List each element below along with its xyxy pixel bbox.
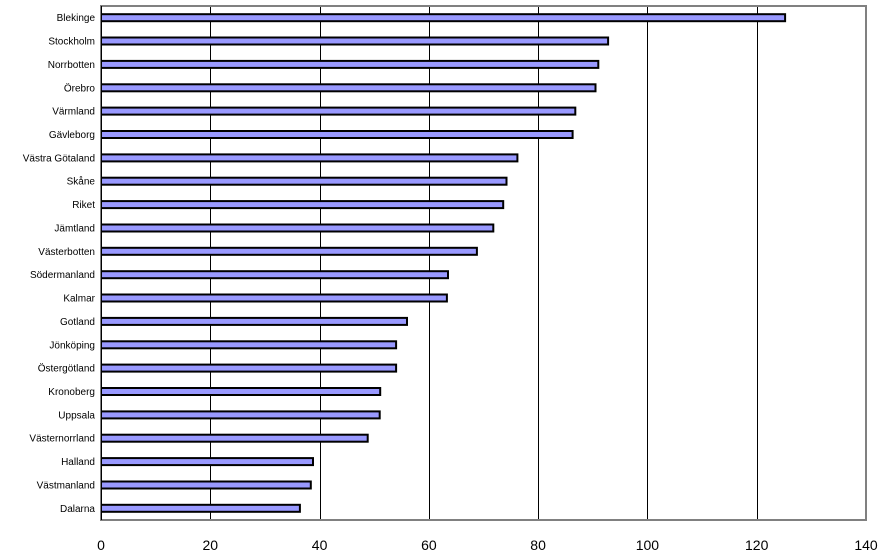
bar	[100, 59, 600, 69]
bar	[100, 316, 408, 326]
category-label: Kronoberg	[48, 387, 95, 398]
category-label: Västra Götaland	[23, 153, 95, 164]
bar	[100, 457, 314, 467]
bar	[100, 503, 301, 513]
bar	[100, 293, 448, 303]
plot-area-frame	[100, 5, 867, 521]
bar	[100, 387, 382, 396]
category-label: Kalmar	[63, 294, 95, 305]
category-label: Värmland	[52, 107, 95, 118]
x-tick-label: 0	[97, 537, 105, 553]
category-label: Dalarna	[60, 504, 95, 515]
category-label: Skåne	[67, 176, 96, 188]
category-label: Jämtland	[54, 224, 95, 235]
category-label: Norrbotten	[48, 60, 95, 71]
bar	[100, 270, 449, 280]
bar	[100, 200, 505, 210]
category-label: Östergötland	[38, 363, 95, 375]
category-labels: Blekinge Stockholm Norrbotten Örebro Värmlan…	[23, 13, 96, 515]
bar	[100, 106, 577, 116]
category-label: Örebro	[64, 82, 96, 94]
bar	[100, 340, 398, 350]
bar	[100, 83, 597, 93]
category-label: Gävleborg	[49, 130, 95, 141]
bar	[100, 36, 610, 46]
bar	[100, 13, 787, 23]
gridlines	[210, 6, 758, 520]
category-label: Södermanland	[30, 270, 95, 281]
x-tick-label: 100	[636, 537, 660, 553]
bar	[100, 223, 495, 233]
bar	[100, 176, 508, 186]
x-tick-label: 80	[530, 537, 546, 553]
category-label: Riket	[72, 200, 95, 211]
category-label: Västernorrland	[29, 434, 95, 445]
bar	[100, 130, 574, 139]
category-label: Västmanland	[37, 481, 95, 492]
bar	[100, 363, 398, 373]
category-label: Gotland	[60, 317, 95, 328]
bar	[100, 246, 478, 256]
x-tick-label: 40	[312, 537, 328, 553]
category-label: Blekinge	[57, 13, 96, 24]
bars	[100, 13, 787, 513]
x-tick-label: 20	[203, 537, 219, 553]
bar	[100, 480, 312, 490]
x-tick-label: 120	[745, 537, 769, 553]
category-label: Halland	[61, 457, 95, 468]
x-tick-label: 140	[854, 537, 878, 553]
x-tick-label: 60	[421, 537, 437, 553]
category-label: Jönköping	[49, 340, 95, 351]
category-label: Stockholm	[48, 37, 95, 48]
category-label: Uppsala	[58, 410, 95, 421]
bar	[100, 433, 369, 443]
category-label: Västerbotten	[38, 247, 95, 258]
bar	[100, 153, 519, 163]
x-axis-tick-labels: 0 20 40 60 80 100 120 140	[97, 537, 878, 553]
bar	[100, 410, 381, 420]
